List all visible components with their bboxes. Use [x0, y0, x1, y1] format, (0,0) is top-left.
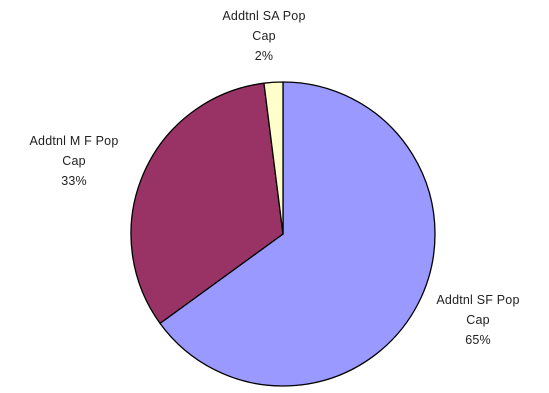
slice-label-sa-line2: Cap: [252, 29, 276, 43]
pie-slice-sf: [159, 81, 436, 387]
slice-label-mf-pct: 33%: [61, 174, 87, 188]
slice-label-sf: Addtnl SF Pop Cap 65%: [412, 290, 544, 350]
slice-label-sf-line1: Addtnl SF Pop: [436, 293, 520, 307]
slice-label-mf: Addtnl M F Pop Cap 33%: [0, 131, 148, 191]
pie-slice-sa: [263, 81, 284, 235]
slice-label-mf-line2: Cap: [62, 154, 86, 168]
slice-label-sa: Addtnl SA Pop Cap 2%: [178, 6, 350, 66]
pie-slice-mf: [130, 82, 284, 324]
slice-label-sa-line1: Addtnl SA Pop: [222, 9, 306, 23]
slice-label-mf-line1: Addtnl M F Pop: [29, 134, 119, 148]
slice-label-sa-pct: 2%: [254, 49, 274, 63]
slice-label-sf-pct: 65%: [465, 333, 491, 347]
slice-label-sf-line2: Cap: [466, 313, 490, 327]
